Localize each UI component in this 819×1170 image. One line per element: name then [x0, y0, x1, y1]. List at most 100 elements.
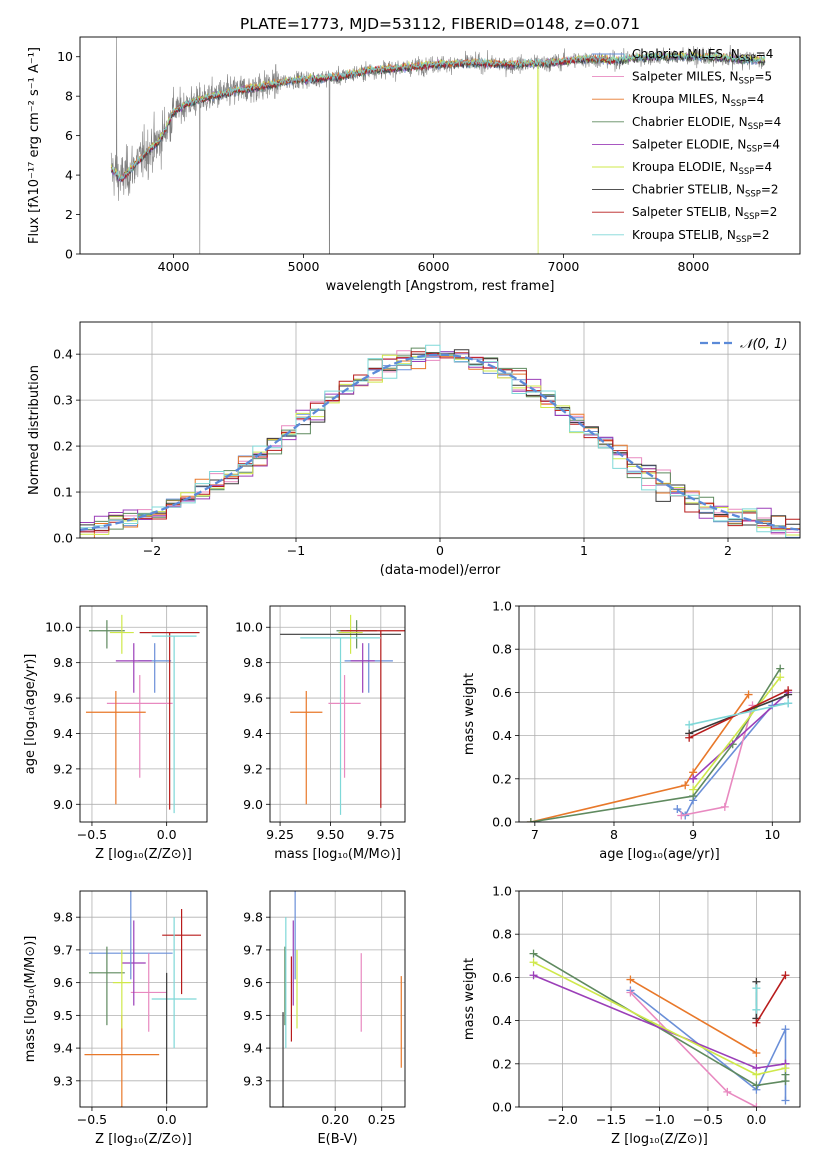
x-tick-label: 6000 [418, 259, 450, 274]
plot-frame [79, 890, 208, 1108]
y-axis-label: Flux [fλ10⁻¹⁷ erg cm⁻² s⁻¹ A⁻¹] [27, 47, 42, 244]
y-tick-label: 0.3 [53, 393, 73, 408]
y-tick-label: 1.0 [492, 884, 512, 899]
legend-entry: Salpeter STELIB, NSSP=2 [632, 205, 777, 222]
x-tick-label: 0.0 [157, 827, 177, 842]
histogram-kroupa_stelib [80, 344, 800, 538]
y-tick-label: 0.6 [492, 685, 512, 700]
series-marker [776, 664, 785, 673]
series-kroupa_miles [626, 975, 761, 1057]
x-tick-label: 8000 [678, 259, 710, 274]
age-vs-metallicity-panel: −0.5 0.0 9.0 9.2 9.4 9.6 9.8 10.0 Z [log₁₀(Z/Z⊙)… [23, 605, 208, 862]
y-tick-label: 9.4 [53, 726, 73, 741]
plot-area [85, 614, 200, 814]
series-marker [723, 1087, 732, 1096]
mass-weight-vs-age-panel: 7 8 9 10 0.0 0.2 0.4 0.6 0.8 1.0 age [log₁₀(age/yr… [462, 599, 801, 862]
y-tick-label: 9.7 [53, 942, 73, 957]
y-tick-label: 9.6 [53, 975, 73, 990]
series-kroupa_elodie [529, 958, 790, 1079]
x-axis-label: age [log₁₀(age/yr)] [599, 847, 720, 862]
y-tick-label: 0.8 [492, 927, 512, 942]
y-tick-label: 0.0 [53, 531, 73, 546]
series-kroupa_elodie [689, 673, 785, 794]
x-tick-label: 9.50 [317, 827, 345, 842]
y-tick-label: 0 [65, 247, 73, 262]
legend-label: Salpeter MILES, N [632, 70, 739, 84]
x-tick-label: 7 [531, 827, 539, 842]
series-line [692, 676, 781, 791]
y-tick-label: 9.8 [53, 910, 73, 925]
x-tick-label: −1 [287, 543, 305, 558]
legend-entry: Chabrier STELIB, NSSP=2 [632, 183, 779, 200]
series-kroupa_miles [526, 690, 753, 822]
legend-label: Salpeter ELODIE, N [632, 137, 746, 151]
x-tick-label: 0.0 [157, 1112, 177, 1127]
series-marker [781, 1064, 790, 1073]
series-marker [752, 984, 761, 993]
histogram-salpeter_miles [80, 350, 800, 535]
errorbar-point-chabrier_miles [138, 643, 172, 693]
x-axis-label: Z [log₁₀(Z/Z⊙)] [95, 847, 192, 862]
series-marker [685, 733, 694, 742]
residuals-panel: −2 −1 0 1 2 0.0 0.1 0.2 0.3 0.4 (data-model)/error… [27, 321, 801, 578]
legend-label: Salpeter STELIB, N [632, 205, 744, 219]
y-tick-label: 1.0 [492, 599, 512, 614]
y-tick-label: 10.0 [45, 620, 73, 635]
series-marker [689, 774, 698, 783]
legend-label: Chabrier STELIB, N [632, 183, 745, 197]
legend-label: Chabrier MILES, N [632, 47, 740, 61]
errorbar-point-kroupa_elodie [109, 614, 134, 654]
legend-label-normal: 𝒩(0, 1) [740, 337, 787, 352]
x-tick-label: 0.20 [321, 1112, 349, 1127]
legend-count: =4 [756, 47, 774, 61]
errorbar-point-kroupa_miles [85, 690, 146, 805]
legend-label: Kroupa STELIB, N [632, 228, 736, 242]
errorbar-point-kroupa_stelib [300, 637, 381, 815]
plot-area [529, 949, 790, 1107]
legend-entry: Kroupa ELODIE, NSSP=4 [632, 160, 772, 177]
series-marker [720, 802, 729, 811]
x-axis-label: Z [log₁₀(Z/Z⊙)] [95, 1132, 192, 1147]
y-tick-label: 0.4 [53, 347, 73, 362]
legend-subscript: SSP [745, 190, 761, 200]
x-axis-label: (data-model)/error [380, 563, 501, 578]
x-tick-label: −1.0 [644, 1112, 674, 1127]
x-tick-label: −2 [143, 543, 161, 558]
chart-title: PLATE=1773, MJD=53112, FIBERID=0148, z=0… [240, 15, 640, 33]
legend-count: =4 [764, 115, 782, 129]
x-tick-label: 9 [689, 827, 697, 842]
y-tick-label: 9.2 [243, 761, 263, 776]
y-tick-label: 2 [65, 207, 73, 222]
series-marker [781, 1096, 790, 1105]
legend-subscript: SSP [740, 54, 756, 64]
errorbar-point-kroupa_stelib [151, 635, 197, 814]
series-chabrier_elodie [529, 949, 790, 1090]
plot-frame [79, 321, 801, 539]
plot-area [526, 664, 793, 822]
legend-count: =4 [762, 137, 780, 151]
y-tick-label: 9.6 [243, 691, 263, 706]
mass-weight-vs-metallicity-panel: −2.0 −1.5 −1.0 −0.5 0.0 0.0 0.2 0.4 0.6 0.8 1.0 Z [… [462, 884, 801, 1147]
y-axis-label: mass weight [462, 958, 477, 1040]
y-tick-label: 0.0 [492, 1100, 512, 1115]
series-marker [784, 699, 793, 708]
legend-entry: Salpeter MILES, NSSP=5 [632, 70, 772, 87]
series-marker [752, 1049, 761, 1057]
series-kroupa_stelib [752, 984, 761, 1014]
legend-subscript: SSP [731, 99, 747, 109]
x-tick-label: −0.5 [693, 1112, 723, 1127]
series-marker [752, 1081, 761, 1090]
y-tick-label: 9.8 [243, 910, 263, 925]
legend-subscript: SSP [746, 144, 762, 154]
legend-label: Chabrier ELODIE, N [632, 115, 748, 129]
y-tick-label: 9.3 [243, 1073, 263, 1088]
y-axis-label: mass [log₁₀(M/M⊙)] [23, 936, 38, 1063]
y-axis-label: Normed distribution [27, 365, 42, 495]
series-line [530, 668, 781, 822]
y-axis-label: age [log₁₀(age/yr)] [23, 654, 38, 775]
legend-subscript: SSP [739, 77, 755, 87]
legend-count: =5 [754, 70, 772, 84]
errorbar-point-chabrier_elodie [88, 620, 125, 649]
series-marker [752, 1005, 761, 1014]
